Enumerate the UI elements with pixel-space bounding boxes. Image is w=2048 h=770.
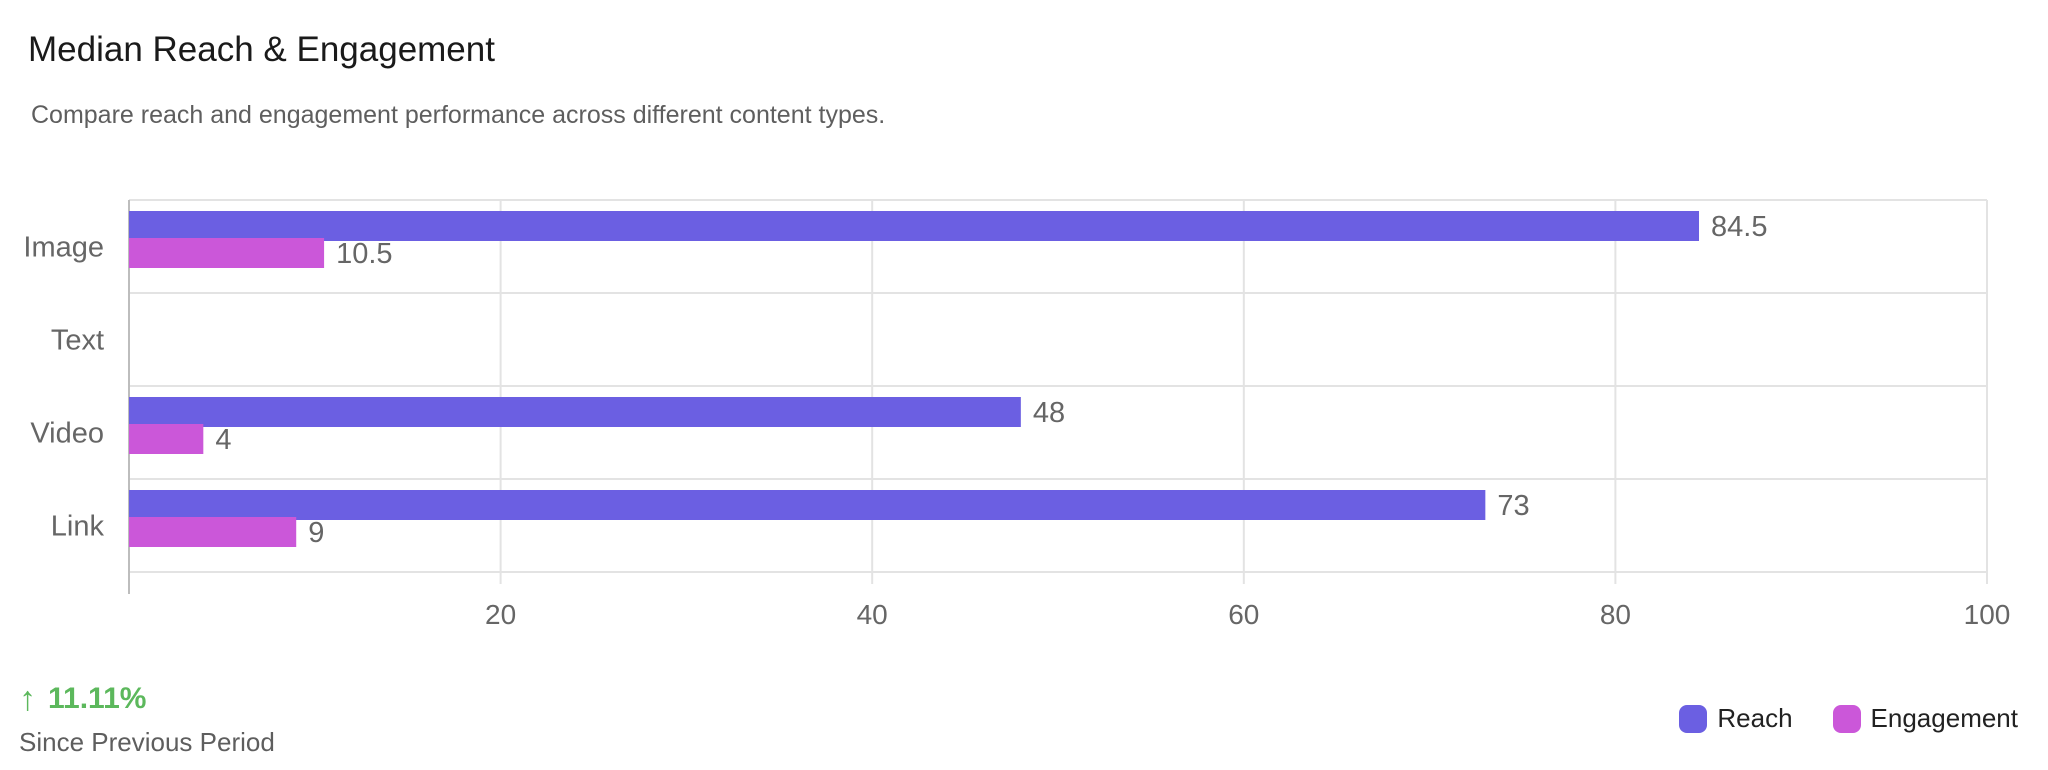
labels: 20 40 60 80 100 Image Text Video Link 84.5 10.5 48 4… xyxy=(23,211,2010,630)
x-tick-label: 20 xyxy=(485,599,516,630)
x-tick-label: 60 xyxy=(1228,599,1259,630)
legend-swatch xyxy=(1679,704,1708,733)
bar-engagement xyxy=(129,517,297,547)
trend-indicator: ↑ 11.11% xyxy=(19,682,146,716)
chart-subtitle: Compare reach and engagement performance… xyxy=(31,101,886,129)
category-label: Video xyxy=(30,418,104,450)
legend-label: Engagement xyxy=(1870,703,2018,733)
x-tick-label: 100 xyxy=(1964,599,2011,630)
bar-reach xyxy=(129,490,1486,520)
data-label: 84.5 xyxy=(1711,211,1767,243)
bars xyxy=(129,211,1700,547)
chart-title: Median Reach & Engagement xyxy=(28,30,495,69)
category-label: Image xyxy=(23,232,104,264)
data-label: 4 xyxy=(215,424,231,456)
legend-swatch xyxy=(1832,704,1861,733)
data-label: 9 xyxy=(308,517,324,549)
data-label: 48 xyxy=(1033,397,1065,429)
chart-legend: Reach Engagement xyxy=(1639,703,2018,734)
data-label: 73 xyxy=(1497,490,1529,522)
category-label: Link xyxy=(51,511,105,543)
x-tick-label: 80 xyxy=(1600,599,1631,630)
trend-value: 11.11% xyxy=(48,682,147,715)
bar-chart: 20 40 60 80 100 Image Text Video Link 84.5 10.5 48 4… xyxy=(23,199,2010,630)
data-label: 10.5 xyxy=(336,238,392,270)
legend-item-engagement[interactable]: Engagement xyxy=(1832,703,2018,734)
category-label: Text xyxy=(51,325,104,357)
bar-reach xyxy=(129,397,1021,427)
bar-engagement xyxy=(129,424,204,454)
bar-engagement xyxy=(129,238,325,268)
legend-label: Reach xyxy=(1717,703,1793,733)
arrow-up-icon: ↑ xyxy=(19,680,36,718)
x-tick-label: 40 xyxy=(857,599,888,630)
legend-item-reach[interactable]: Reach xyxy=(1679,703,1793,734)
period-label: Since Previous Period xyxy=(19,727,275,757)
bar-reach xyxy=(129,211,1700,241)
